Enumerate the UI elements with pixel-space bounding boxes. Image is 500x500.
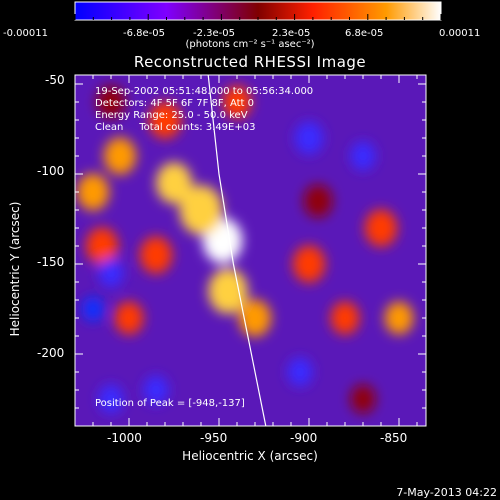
heatmap-source xyxy=(156,162,192,204)
colorbar-tick-label-4: 6.8e-05 xyxy=(345,28,384,39)
info-clean: Clean Total counts: 3.49E+03 xyxy=(95,122,256,133)
axis-ticks xyxy=(75,75,426,427)
y-axis-label: Heliocentric Y (arcsec) xyxy=(8,201,22,337)
y-tick-label: -150 xyxy=(37,255,65,269)
y-tick-label: -100 xyxy=(37,164,65,178)
heatmap-source xyxy=(222,85,252,119)
x-axis-label: Heliocentric X (arcsec) xyxy=(182,449,318,463)
colorbar-tick-label-0: -0.00011 xyxy=(3,28,48,39)
heatmap-source xyxy=(350,384,376,414)
y-tick-label: -200 xyxy=(37,346,65,360)
heatmap-source xyxy=(179,185,223,235)
heatmap-source xyxy=(208,268,248,314)
x-tick-label: -1000 xyxy=(107,431,142,445)
heatmap-source xyxy=(103,137,137,175)
heatmap-source xyxy=(143,375,169,405)
solar-limb-line xyxy=(207,75,267,426)
heatmap-source xyxy=(330,301,360,335)
heatmap-source xyxy=(364,209,398,247)
x-tick-label: -850 xyxy=(380,431,408,445)
peak-position-label: Position of Peak = [-948,-137] xyxy=(95,398,245,409)
heatmap-source xyxy=(292,245,326,283)
heatmap-source xyxy=(287,357,313,387)
heatmap-source xyxy=(303,184,333,218)
info-energy: Energy Range: 25.0 - 50.0 keV xyxy=(95,110,248,121)
heatmap-source xyxy=(76,173,110,211)
x-tick-label: -950 xyxy=(200,431,228,445)
x-tick-label: -900 xyxy=(290,431,318,445)
heatmap-source xyxy=(148,101,182,139)
colorbar-tick-label-2: -2.3e-05 xyxy=(193,28,235,39)
y-tick-label: -50 xyxy=(45,73,65,87)
colorbar-ticks xyxy=(74,14,442,20)
heatmap-source xyxy=(114,301,144,335)
heatmap-source xyxy=(82,296,104,322)
colorbar-tick-label-3: 2.3e-05 xyxy=(272,28,311,39)
heatmap-source xyxy=(384,301,414,335)
plot-frame xyxy=(74,74,427,427)
heatmap-source xyxy=(98,384,124,414)
colorbar-unit-label: (photons cm⁻² s⁻¹ asec⁻²) xyxy=(185,39,315,50)
info-detectors: Detectors: 4F 5F 6F 7F 8F, Att 0 xyxy=(95,98,255,109)
colorbar-tick-label-1: -6.8e-05 xyxy=(123,28,165,39)
colorbar-tick-label-5: 0.00011 xyxy=(439,28,481,39)
heatmap-source xyxy=(96,85,126,119)
chart-title: Reconstructed RHESSI Image xyxy=(133,53,367,71)
heatmap-image xyxy=(75,75,426,426)
heatmap-source xyxy=(139,236,173,274)
heatmap-source xyxy=(98,258,124,288)
heatmap-source xyxy=(85,227,119,265)
heatmap-source xyxy=(350,141,376,171)
heatmap-source xyxy=(294,121,324,155)
heatmap-source xyxy=(238,299,272,337)
info-time: 19-Sep-2002 05:51:48.000 to 05:56:34.000 xyxy=(95,86,314,97)
footer-date: 7-May-2013 04:22 xyxy=(396,486,497,499)
